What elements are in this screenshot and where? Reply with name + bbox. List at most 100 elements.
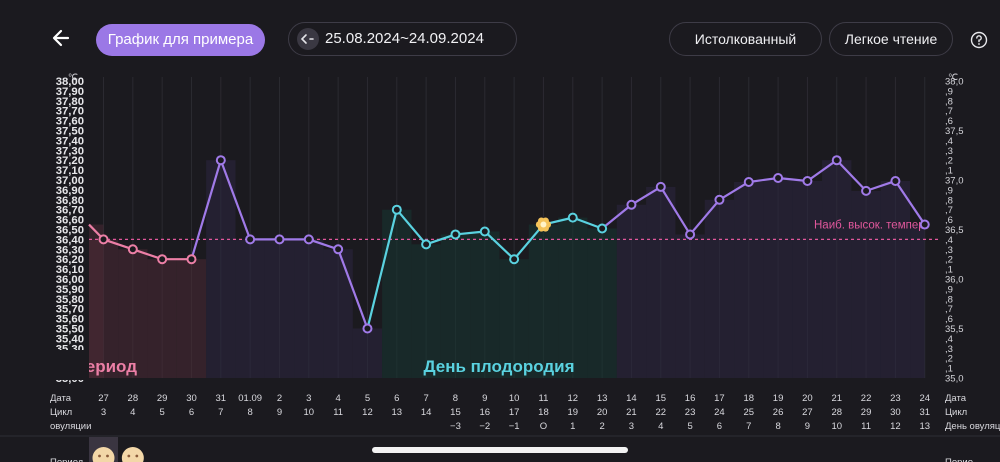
sample-chart-button[interactable]: График для примера (96, 24, 265, 56)
y-tick-right: 35,0 (945, 374, 964, 385)
y-tick-left: 35,60 (56, 314, 84, 326)
home-indicator (372, 447, 628, 453)
ovulation-marker-icon (535, 217, 552, 232)
y-tick-left: 36,10 (56, 264, 84, 276)
date-label: 17 (714, 393, 725, 404)
phase-area (880, 180, 911, 378)
data-point (450, 229, 461, 240)
temperature-line (337, 248, 369, 329)
easy-read-button[interactable]: Легкое чтение (829, 22, 953, 56)
cycle-day-label: 6 (189, 407, 194, 418)
phase-area (822, 160, 852, 378)
ovulation-day-label: 3 (629, 421, 634, 432)
phase-area (323, 249, 353, 378)
y-tick-right: ,4 (945, 334, 953, 345)
y-tick-left: 37,80 (56, 96, 84, 108)
phase-area (89, 224, 104, 378)
y-tick-left: 37,90 (56, 86, 84, 98)
temperature-line (219, 159, 252, 240)
y-tick-right: ,1 (945, 166, 953, 177)
cycle-day-label: 20 (597, 407, 608, 418)
phase-area (147, 259, 177, 378)
period-face-eye (135, 454, 139, 458)
coverline-label: Наиб. высок. темпер. (814, 219, 928, 231)
cycle-day-label: 29 (861, 407, 872, 418)
phase-area (294, 239, 324, 378)
cycle-day-label: 13 (392, 407, 403, 418)
temperature-line (484, 230, 515, 260)
phase-area (675, 234, 705, 378)
temperature-line (366, 209, 398, 329)
data-point (215, 155, 226, 166)
phase-area (734, 181, 764, 378)
date-label: 12 (567, 393, 578, 404)
y-tick-right: 37,5 (945, 126, 964, 137)
cycle-day-label: 24 (714, 407, 725, 418)
cycle-day-label: 4 (130, 407, 135, 418)
y-tick-right: ,2 (945, 156, 953, 167)
cycle-day-label: 22 (655, 407, 666, 418)
date-label: 11 (539, 393, 549, 404)
y-tick-left: 37,20 (56, 155, 84, 167)
y-tick-left: 36,80 (56, 195, 84, 207)
cycle-day-label: 7 (218, 407, 223, 418)
row-label-right-period: Перио (945, 457, 973, 462)
y-tick-right: ,1 (945, 265, 953, 276)
row-label-right-date: Дата (945, 393, 967, 404)
period-face-icon (92, 447, 115, 462)
date-label: 9 (482, 393, 487, 404)
data-point (157, 254, 168, 265)
data-point (861, 185, 872, 196)
y-tick-right: ,8 (945, 294, 953, 305)
ovulation-day-label: −2 (479, 421, 490, 432)
phase-area (792, 180, 823, 378)
phase-area (235, 239, 265, 378)
ovulation-day-label: 6 (717, 421, 722, 432)
y-tick-right: ,6 (945, 314, 953, 325)
top-toolbar: График для примера 25.08.2024~24.09.2024… (0, 0, 1000, 68)
fertile-label: День плодородия (423, 357, 574, 376)
phase-area (587, 228, 617, 378)
temperature-line (718, 181, 750, 201)
date-label: 19 (773, 393, 784, 404)
y-tick-right: ,4 (945, 235, 953, 246)
date-range-selector[interactable]: 25.08.2024~24.09.2024 (288, 22, 517, 56)
question-circle-icon[interactable] (970, 31, 988, 49)
ovulation-day-label: O (540, 421, 547, 432)
y-tick-left: 37,10 (56, 165, 84, 177)
y-tick-right: 36,5 (945, 225, 964, 236)
date-label: 31 (216, 393, 227, 404)
cycle-day-label: 25 (743, 407, 754, 418)
y-tick-left: 36,60 (56, 215, 84, 227)
arrow-left-icon[interactable] (48, 24, 76, 52)
cycle-day-label: 26 (773, 407, 784, 418)
cycle-day-label: 5 (160, 407, 165, 418)
interpreted-button[interactable]: Истолкованный (669, 22, 822, 56)
period-face-icon (121, 447, 144, 462)
cycle-day-label: 12 (362, 407, 373, 418)
ovulation-day-label: 4 (658, 421, 663, 432)
phase-area (851, 190, 881, 378)
date-label: 21 (831, 393, 842, 404)
range-arrows-icon (297, 28, 319, 50)
temperature-line (835, 159, 867, 192)
data-point (626, 199, 637, 210)
y-tick-right: 37,0 (945, 176, 964, 187)
y-tick-left: 37,50 (56, 126, 84, 138)
y-tick-left: 35,50 (56, 324, 84, 336)
date-range-text: 25.08.2024~24.09.2024 (325, 30, 484, 47)
data-point (186, 254, 197, 265)
y-tick-left: 35,40 (56, 333, 84, 345)
y-tick-right: ,2 (945, 354, 953, 365)
cycle-day-label: 19 (567, 407, 578, 418)
data-point (421, 239, 432, 250)
y-tick-left: 35,70 (56, 304, 84, 316)
cycle-day-label: 21 (626, 407, 637, 418)
data-point (714, 194, 725, 205)
data-point (98, 234, 109, 245)
date-label: 8 (453, 393, 458, 404)
y-tick-right: ,9 (945, 86, 953, 97)
data-point (274, 234, 285, 245)
ovulation-day-label: 13 (919, 421, 930, 432)
temperature-line (190, 159, 222, 260)
